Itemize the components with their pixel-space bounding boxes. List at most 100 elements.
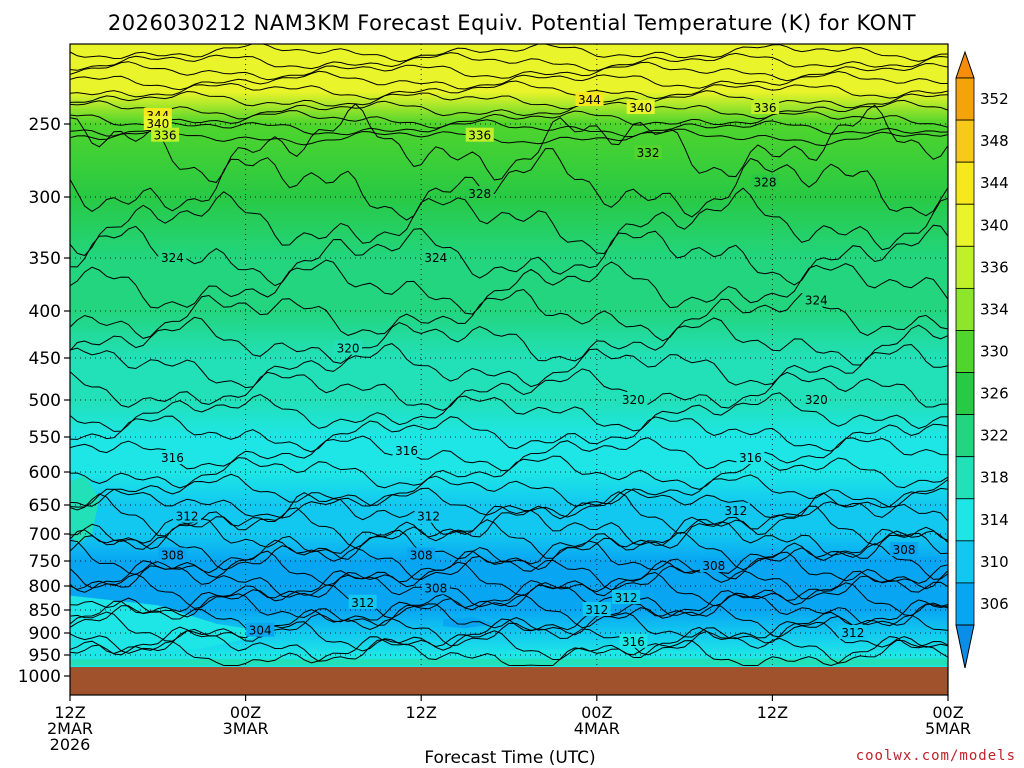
- contour-line: [70, 505, 948, 550]
- contour-label-bg: [736, 450, 765, 464]
- contour-labels: 3443403363443403363363323283283243243243…: [143, 92, 919, 649]
- colorbar-label: 340: [980, 216, 1009, 234]
- colorbar: 352 348 344 340 336 334 330 326 322 318 314 310 306: [955, 50, 1009, 669]
- contour-label-bg: [392, 443, 421, 457]
- contour-label: 336: [468, 129, 491, 143]
- contour-label: 312: [615, 591, 638, 605]
- contour-label-bg: [421, 250, 450, 264]
- contour-line: [70, 110, 948, 129]
- x-tick-label-line: 3MAR: [223, 719, 269, 738]
- contour-line: [70, 491, 948, 538]
- contour-label: 344: [578, 93, 601, 107]
- colorbar-label: 336: [980, 258, 1009, 276]
- x-tick-label: 12Z 2MAR 2026: [47, 703, 93, 754]
- contour-label-bg: [619, 392, 648, 406]
- contour-label: 308: [161, 549, 184, 563]
- y-tick-label: 1000: [18, 667, 61, 687]
- contour-line: [70, 392, 948, 432]
- contour-label-bg: [612, 590, 641, 604]
- x-tick-label: 00Z 4MAR: [574, 703, 620, 738]
- contour-label: 336: [754, 101, 777, 115]
- colorbar-swatch: [955, 287, 975, 331]
- contour-label-bg: [465, 127, 494, 142]
- colorbar-swatch: [955, 245, 975, 289]
- contour-label-bg: [575, 92, 604, 106]
- contour-line: [70, 147, 948, 221]
- y-tick-label: 400: [29, 302, 61, 322]
- contour-label: 316: [395, 444, 418, 458]
- contour-label: 316: [161, 451, 184, 465]
- contour-label-bg: [348, 594, 377, 609]
- contour-line: [70, 70, 948, 91]
- contour-line: [70, 570, 948, 609]
- contour-line: [70, 618, 948, 656]
- contour-label-bg: [890, 542, 919, 557]
- contour-label: 312: [176, 510, 199, 524]
- contour-label-bg: [582, 602, 611, 616]
- y-tick-label: 800: [29, 577, 61, 597]
- contour-label: 340: [629, 101, 652, 115]
- y-tick-label: 700: [29, 525, 61, 545]
- colorbar-label: 326: [980, 385, 1009, 403]
- contour-label-bg: [802, 392, 831, 406]
- contour-label-bg: [421, 580, 450, 595]
- colorbar-label: 306: [980, 595, 1009, 613]
- theta-e-pocket: [70, 595, 275, 660]
- colorbar-label: 318: [980, 469, 1009, 487]
- contour-label: 324: [805, 293, 828, 307]
- contour-label: 340: [146, 117, 169, 131]
- contour-line: [70, 516, 948, 560]
- contour-label: 312: [841, 626, 864, 640]
- contour-line: [70, 455, 948, 490]
- contour-line: [70, 316, 948, 366]
- x-tick-label-line: 12Z: [757, 703, 788, 722]
- contour-label-bg: [407, 547, 436, 562]
- x-tick-label: 12Z: [757, 703, 788, 722]
- colorbar-label: 352: [980, 90, 1009, 108]
- contour-label: 324: [161, 251, 184, 265]
- y-tick-label: 600: [29, 463, 61, 483]
- colorbar-swatch: [955, 119, 975, 163]
- contour-label: 308: [424, 581, 447, 595]
- plot-frame: [69, 43, 949, 696]
- contour-label: 316: [622, 635, 645, 649]
- y-tick-label: 450: [29, 349, 61, 369]
- contour-line: [70, 415, 948, 453]
- contour-lines: [70, 44, 948, 667]
- colorbar-label: 330: [980, 343, 1009, 361]
- plot-area: 3443403363443403363363323283283243243243…: [69, 43, 949, 696]
- contour-line: [70, 90, 948, 110]
- colorbar-swatch: [955, 540, 975, 584]
- theta-e-pocket: [509, 648, 773, 660]
- y-tick-label: 550: [29, 428, 61, 448]
- theta-e-pocket: [70, 658, 948, 666]
- contour-label: 312: [585, 603, 608, 617]
- contour-label: 304: [249, 624, 272, 638]
- y-tick-label: 300: [29, 188, 61, 208]
- contour-label: 320: [337, 342, 360, 356]
- credit-text: coolwx.com/models: [856, 748, 1016, 764]
- contour-line: [70, 259, 948, 315]
- chart-title: 2026030212 NAM3KM Forecast Equiv. Potent…: [108, 11, 916, 35]
- contour-line: [70, 626, 948, 664]
- contour-label: 336: [154, 129, 177, 143]
- colorbar-label: 344: [980, 174, 1009, 192]
- colorbar-bottom-arrow: [955, 624, 975, 669]
- colorbar-label: 322: [980, 427, 1009, 445]
- x-tick-label-line: 12Z: [54, 703, 85, 722]
- x-tick-label-line: 00Z: [581, 703, 612, 722]
- contour-line: [70, 119, 948, 138]
- contour-label-bg: [634, 145, 663, 160]
- theta-e-pocket: [70, 475, 100, 545]
- contour-line: [70, 550, 948, 591]
- theta-e-pocket: [384, 566, 466, 574]
- contour-label: 320: [805, 393, 828, 407]
- x-tick-label: 00Z 3MAR: [223, 703, 269, 738]
- contour-label-bg: [151, 127, 180, 142]
- x-axis-label: Forecast Time (UTC): [424, 748, 595, 768]
- contour-label-bg: [334, 340, 363, 355]
- contour-label: 308: [410, 549, 433, 563]
- colorbar-swatch: [955, 582, 975, 626]
- contour-label: 316: [739, 451, 762, 465]
